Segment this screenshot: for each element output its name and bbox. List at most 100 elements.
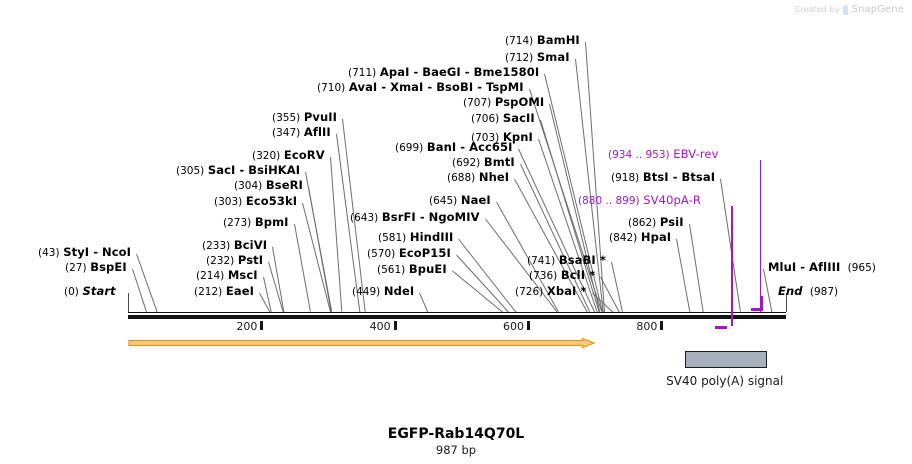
enzyme-name: AflIII	[809, 260, 841, 274]
snapgene-watermark: Created by SnapGene	[795, 4, 904, 15]
enzyme-name: Acc65I	[469, 140, 513, 154]
enzyme-name: XmaI	[390, 80, 424, 94]
enzyme-name: BciVI	[233, 238, 268, 252]
site-enzyme-names: NdeI	[384, 284, 414, 298]
site-position: (355)	[272, 112, 301, 124]
site-position: (320)	[252, 150, 281, 162]
primer-marker-sv40pa-r	[714, 326, 728, 329]
feature-label: SV40 poly(A) signal	[666, 374, 784, 388]
enzyme-name: SacII	[502, 111, 535, 125]
site-enzyme-names: StyI - NcoI	[63, 245, 131, 259]
site-position: (449)	[352, 286, 381, 298]
site-enzyme-names: PvuII	[304, 110, 337, 124]
site-position: (706)	[471, 113, 500, 125]
site-position: (0)	[64, 286, 79, 298]
site-position: (303)	[214, 196, 243, 208]
site-position: (347)	[272, 127, 301, 139]
sequence-length-label: 987 bp	[435, 443, 477, 457]
enzyme-name: BsrFI	[381, 210, 416, 224]
site-enzyme-names: PsiI	[660, 215, 684, 229]
site-enzyme-names: SmaI	[537, 50, 570, 64]
site-enzyme-names: XbaI *	[547, 284, 587, 298]
name-separator: -	[473, 80, 487, 94]
site-label-apai: (711) ApaI - BaeGI - Bme1580I	[348, 66, 539, 80]
site-enzyme-names: BamHI	[537, 33, 580, 47]
primer-name: EBV-rev	[673, 147, 719, 161]
site-label-smai: (712) SmaI	[505, 51, 570, 65]
site-position: (987)	[809, 286, 839, 298]
page-title: EGFP-Rab14Q70L	[387, 426, 525, 442]
site-enzyme-names: BpmI	[255, 215, 289, 229]
enzyme-name: BsaBI *	[558, 253, 607, 267]
enzyme-name: KpnI	[502, 130, 533, 144]
enzyme-name: TspMI	[486, 80, 524, 94]
name-separator: -	[456, 140, 470, 154]
site-position: (214)	[196, 270, 225, 282]
site-label-psti: (232) PstI	[206, 254, 263, 268]
snapgene-logo-icon	[842, 4, 849, 15]
site-label-saci: (305) SacI - BsiHKAI	[176, 164, 300, 178]
site-enzyme-names: BanI - Acc65I	[427, 140, 513, 154]
site-label-aflii: (347) AflII	[272, 126, 331, 140]
site-position: (842)	[609, 232, 638, 244]
ruler-tick-mark	[527, 321, 530, 330]
primer-range: (880 .. 899)	[578, 195, 640, 207]
enzyme-name: StyI	[63, 245, 90, 259]
site-position: (726)	[515, 286, 544, 298]
enzyme-name: BpuEI	[408, 262, 447, 276]
enzyme-name: PstI	[237, 253, 264, 267]
ruler-tick-label: 600	[503, 320, 524, 333]
site-enzyme-names: AflII	[304, 125, 331, 139]
ruler-tick-label: 800	[636, 320, 658, 333]
site-position: (918)	[611, 172, 640, 184]
site-position: (688)	[447, 172, 476, 184]
site-label-bsrfi: (643) BsrFI - NgoMIV	[350, 211, 480, 225]
enzyme-name: NdeI	[383, 284, 415, 298]
enzyme-name: BtsaI	[681, 170, 716, 184]
enzyme-name: BsiHKAI	[248, 163, 301, 177]
site-enzyme-names: BseRI	[266, 178, 303, 192]
site-position: (710)	[317, 82, 346, 94]
enzyme-name: EcoP15I	[398, 246, 451, 260]
primer-sv40pa-r-stem	[731, 206, 733, 326]
enzyme-name: SacI	[207, 163, 236, 177]
site-enzyme-names: EaeI	[226, 284, 254, 298]
primer-range: (934 .. 953)	[608, 149, 670, 161]
site-enzyme-names: Start	[83, 284, 116, 298]
site-enzyme-names: BsaBI *	[559, 253, 606, 267]
site-label-naei: (645) NaeI	[429, 194, 491, 208]
site-label-avai: (710) AvaI - XmaI - BsoBI - TspMI	[317, 81, 524, 95]
site-enzyme-names: BmtI	[484, 155, 515, 169]
enzyme-name: BanI	[426, 140, 457, 154]
site-enzyme-names: HindIII	[410, 230, 454, 244]
site-position: (707)	[463, 97, 492, 109]
enzyme-name: SmaI	[536, 50, 570, 64]
site-enzyme-names: AvaI - XmaI - BsoBI - TspMI	[349, 80, 524, 94]
site-enzyme-names: NaeI	[461, 193, 491, 207]
primer-label-ebvrev: (934 .. 953) EBV-rev	[608, 148, 719, 162]
site-label-btsi: (918) BtsI - BtsaI	[611, 171, 715, 185]
ruler-tick-label: 200	[236, 320, 258, 333]
name-separator: -	[796, 260, 810, 274]
name-separator: -	[423, 80, 437, 94]
enzyme-name: HpaI	[640, 230, 672, 244]
site-position: (714)	[505, 35, 534, 47]
site-label-bseri: (304) BseRI	[234, 179, 303, 193]
site-label-end: End (987)	[778, 285, 838, 299]
site-enzyme-names: SacII	[503, 111, 535, 125]
ruler-tick-mark	[660, 321, 664, 330]
primer-ebv-rev-stem	[759, 160, 762, 312]
primer-label-sv40par: (880 .. 899) SV40pA-R	[578, 194, 701, 208]
enzyme-name: PsiI	[659, 215, 684, 229]
site-label-kpni: (703) KpnI	[471, 131, 533, 145]
primer-arm-ebv-rev	[761, 296, 764, 310]
enzyme-name: PspOMI	[494, 95, 545, 109]
ruler-tick-label: 400	[369, 320, 391, 333]
site-label-ndei: (449) NdeI	[352, 285, 414, 299]
enzyme-name: BamHI	[536, 33, 580, 47]
site-position: (736)	[529, 270, 558, 282]
enzyme-name: XbaI *	[546, 284, 587, 298]
enzyme-name: BclI *	[560, 268, 596, 282]
site-position: (703)	[471, 132, 500, 144]
orf-arrow	[128, 338, 596, 349]
